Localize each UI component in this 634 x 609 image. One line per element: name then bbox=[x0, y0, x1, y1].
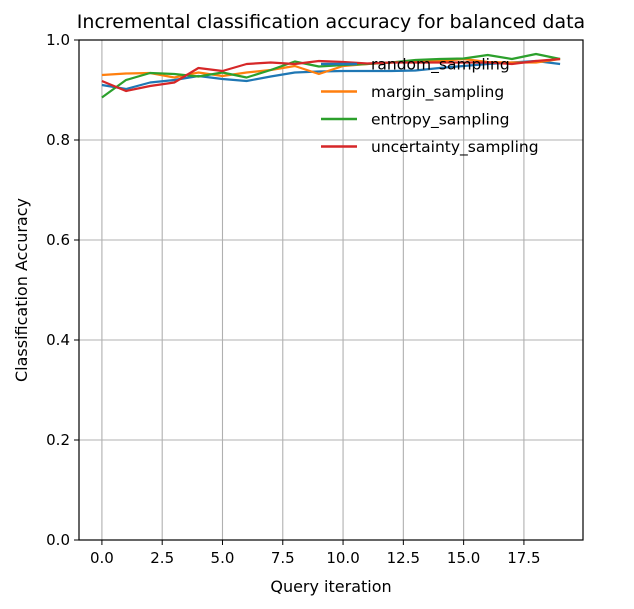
legend-label-random-sampling: random_sampling bbox=[371, 56, 510, 75]
y-tick-label: 0.0 bbox=[46, 531, 70, 549]
y-tick-label: 0.6 bbox=[46, 231, 70, 249]
plot-frame bbox=[78, 39, 584, 541]
series-line-uncertainty-sampling bbox=[101, 57, 561, 93]
x-tick-label: 15.0 bbox=[447, 549, 480, 567]
y-tick-label: 0.4 bbox=[46, 331, 70, 349]
x-axis-label: Query iteration bbox=[270, 577, 391, 596]
legend: random_sampling margin_sampling entropy_sa… bbox=[321, 56, 539, 157]
legend-label-uncertainty-sampling: uncertainty_sampling bbox=[371, 138, 539, 157]
y-axis-ticks: 0.0 0.2 0.4 0.6 0.8 1.0 bbox=[46, 31, 79, 549]
y-tick-label: 1.0 bbox=[46, 31, 70, 49]
x-tick-label: 0.0 bbox=[90, 549, 114, 567]
series-lines bbox=[101, 52, 561, 99]
series-line-entropy-sampling bbox=[101, 52, 561, 99]
x-axis-ticks: 0.0 2.5 5.0 7.5 10.0 12.5 15.0 17.5 bbox=[90, 540, 541, 567]
legend-label-margin-sampling: margin_sampling bbox=[371, 83, 504, 102]
x-tick-label: 17.5 bbox=[507, 549, 540, 567]
chart-title: Incremental classification accuracy for … bbox=[77, 11, 585, 33]
y-tick-label: 0.2 bbox=[46, 431, 70, 449]
x-tick-label: 2.5 bbox=[150, 549, 174, 567]
x-tick-label: 5.0 bbox=[211, 549, 235, 567]
x-tick-label: 12.5 bbox=[387, 549, 420, 567]
legend-label-entropy-sampling: entropy_sampling bbox=[371, 111, 510, 130]
y-tick-label: 0.8 bbox=[46, 131, 70, 149]
x-tick-label: 10.0 bbox=[326, 549, 359, 567]
y-axis-label: Classification Accuracy bbox=[12, 198, 31, 382]
x-tick-label: 7.5 bbox=[271, 549, 295, 567]
